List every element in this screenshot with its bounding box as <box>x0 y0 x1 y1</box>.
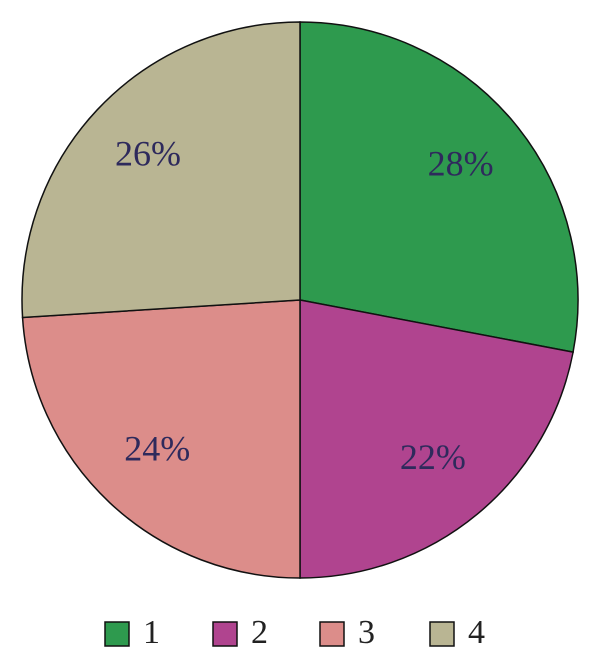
legend-swatch <box>104 621 130 647</box>
pie-slice <box>299 21 579 353</box>
pie-slice <box>299 299 574 579</box>
legend-swatch <box>212 621 238 647</box>
legend-swatch <box>319 621 345 647</box>
legend-label: 1 <box>143 614 160 651</box>
value-label: 22% <box>400 437 466 477</box>
legend-label: 3 <box>358 614 375 651</box>
legend-label: 4 <box>468 614 485 651</box>
value-label: 28% <box>428 143 494 183</box>
legend-swatch <box>429 621 455 647</box>
value-label: 26% <box>115 134 181 174</box>
value-label: 24% <box>124 428 190 468</box>
pie-slice <box>21 299 301 579</box>
legend-label: 2 <box>251 614 268 651</box>
pie-slice <box>21 21 301 319</box>
